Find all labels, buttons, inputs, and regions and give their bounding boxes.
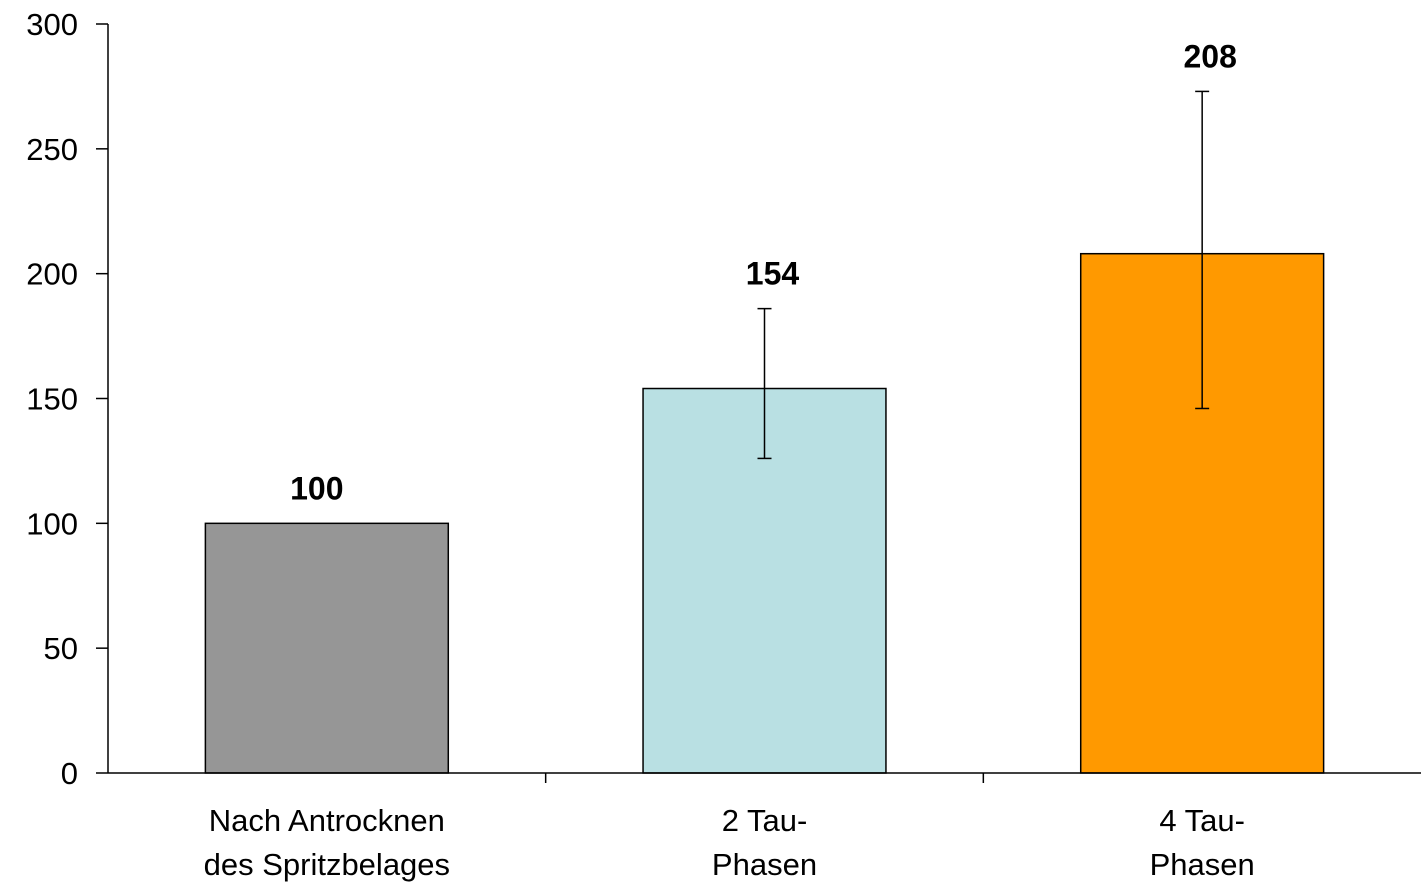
value-labels: 100 154 208 <box>290 38 1237 506</box>
category-label: Nach Antrocknen <box>209 803 445 838</box>
category-label: des Spritzbelages <box>204 847 450 882</box>
y-tick-label: 150 <box>26 382 78 417</box>
data-label: 100 <box>290 470 343 506</box>
data-label: 208 <box>1183 38 1236 74</box>
category-label: 4 Tau- <box>1159 803 1245 838</box>
category-label: Phasen <box>1150 847 1255 882</box>
bar <box>204 522 450 774</box>
y-tick-label: 200 <box>26 257 78 292</box>
category-label: 2 Tau- <box>722 803 808 838</box>
y-tick-label: 50 <box>44 631 78 666</box>
data-label: 154 <box>746 256 800 292</box>
error-bars <box>757 90 1210 460</box>
category-label: Phasen <box>712 847 817 882</box>
x-axis <box>108 772 1421 783</box>
y-axis: 0 50 100 150 200 250 300 <box>26 7 109 791</box>
y-tick-label: 300 <box>26 7 78 42</box>
y-tick-label: 100 <box>26 506 78 541</box>
y-tick-label: 250 <box>26 132 78 167</box>
category-labels: Nach Antrocknen des Spritzbelages 2 Tau- Ph… <box>204 803 1255 882</box>
y-tick-label: 0 <box>61 756 78 791</box>
